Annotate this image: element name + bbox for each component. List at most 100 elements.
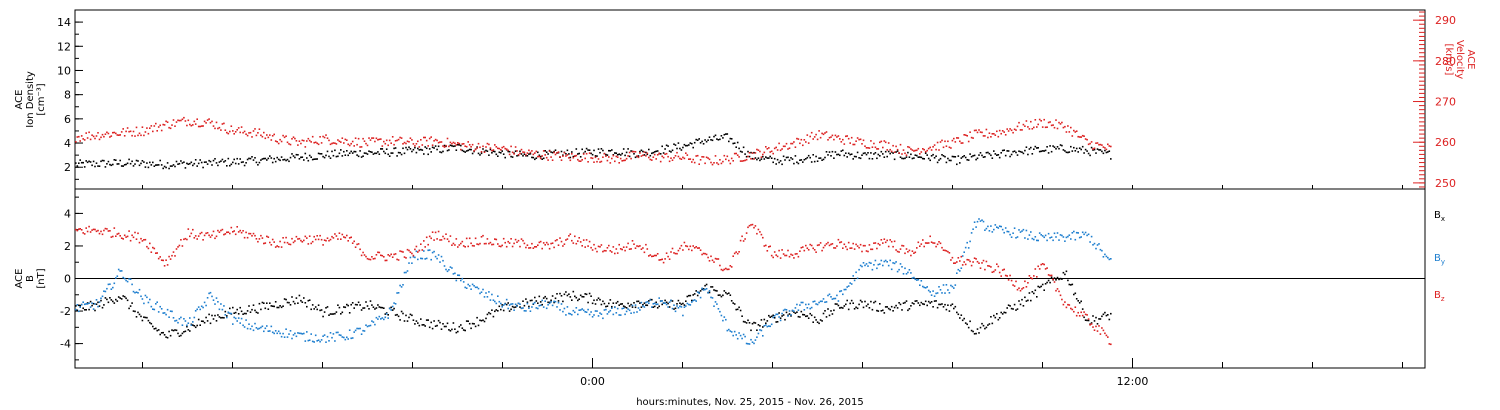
data-point [756, 232, 758, 235]
data-point [112, 131, 114, 134]
data-point [803, 139, 806, 141]
data-point [673, 308, 675, 310]
data-point [563, 293, 566, 296]
data-point [735, 152, 737, 155]
data-point [483, 320, 486, 323]
data-point [722, 269, 724, 272]
data-point [981, 322, 983, 325]
data-point [696, 154, 699, 157]
data-point [813, 160, 816, 163]
data-point [762, 335, 764, 337]
data-point [529, 153, 532, 155]
legend-entry-symbol: B [1434, 253, 1441, 264]
data-point [483, 242, 486, 245]
data-point [689, 142, 692, 144]
data-point [200, 320, 203, 322]
data-point [585, 147, 588, 150]
data-point [144, 316, 147, 319]
data-point [260, 234, 262, 237]
data-point [1031, 277, 1034, 280]
data-point [172, 119, 175, 121]
data-point [1099, 248, 1102, 251]
data-point [662, 156, 665, 159]
data-point [520, 238, 523, 240]
data-point [914, 154, 917, 156]
data-point [735, 146, 737, 148]
data-point [160, 164, 163, 166]
data-point [1055, 289, 1057, 292]
data-point [993, 133, 995, 135]
data-point [495, 309, 498, 311]
data-point [849, 153, 851, 156]
data-point [226, 231, 228, 234]
data-point [200, 231, 203, 234]
data-point [961, 156, 964, 158]
data-point [1104, 311, 1106, 314]
data-point [423, 153, 425, 155]
data-point [470, 288, 472, 290]
data-point [80, 135, 83, 137]
data-point [423, 250, 425, 252]
data-point [739, 150, 742, 153]
data-point [916, 149, 918, 152]
data-point [908, 146, 911, 149]
data-point [479, 292, 481, 295]
data-point [933, 295, 936, 297]
data-point [825, 243, 828, 245]
data-point [803, 314, 806, 316]
y-axis-title-line: [cm⁻³] [36, 83, 47, 115]
data-point [353, 240, 355, 243]
data-point [1062, 303, 1065, 306]
data-point [957, 268, 960, 271]
data-point [830, 243, 832, 246]
data-point [574, 295, 576, 298]
series-left [75, 133, 1112, 170]
data-point [531, 150, 533, 152]
data-point [876, 157, 878, 160]
data-point [155, 252, 157, 254]
data-point [981, 262, 983, 264]
data-point [502, 145, 505, 148]
data-point [539, 155, 542, 158]
data-point [313, 158, 315, 160]
data-point [942, 306, 945, 308]
data-point [187, 329, 190, 331]
data-point [1059, 123, 1062, 125]
data-point [255, 134, 258, 137]
data-point [1047, 121, 1050, 124]
data-point [871, 268, 874, 271]
data-point [655, 303, 657, 306]
data-point [682, 249, 684, 251]
data-point [476, 286, 478, 289]
data-point [97, 305, 99, 308]
data-point [516, 155, 518, 157]
data-point [187, 228, 190, 230]
data-point [399, 152, 401, 154]
data-point [775, 313, 777, 316]
data-point [508, 153, 511, 156]
data-point [165, 313, 167, 316]
data-point [591, 157, 594, 160]
data-point [155, 303, 157, 305]
data-point [525, 310, 527, 312]
data-point [78, 310, 80, 313]
data-point [784, 145, 786, 148]
series-right [75, 116, 1112, 166]
data-point [1061, 121, 1063, 124]
data-point [468, 322, 471, 325]
data-point [772, 314, 774, 317]
data-point [350, 150, 352, 153]
data-point [458, 244, 461, 246]
data-point [568, 312, 570, 315]
data-point [492, 243, 495, 246]
data-point [859, 138, 862, 141]
data-point [870, 140, 872, 142]
data-point [452, 141, 455, 144]
data-point [944, 303, 946, 306]
data-point [557, 300, 560, 302]
data-point [705, 288, 708, 290]
data-point [618, 162, 620, 164]
data-point [539, 304, 542, 307]
data-point [497, 310, 499, 312]
data-point [218, 316, 221, 318]
